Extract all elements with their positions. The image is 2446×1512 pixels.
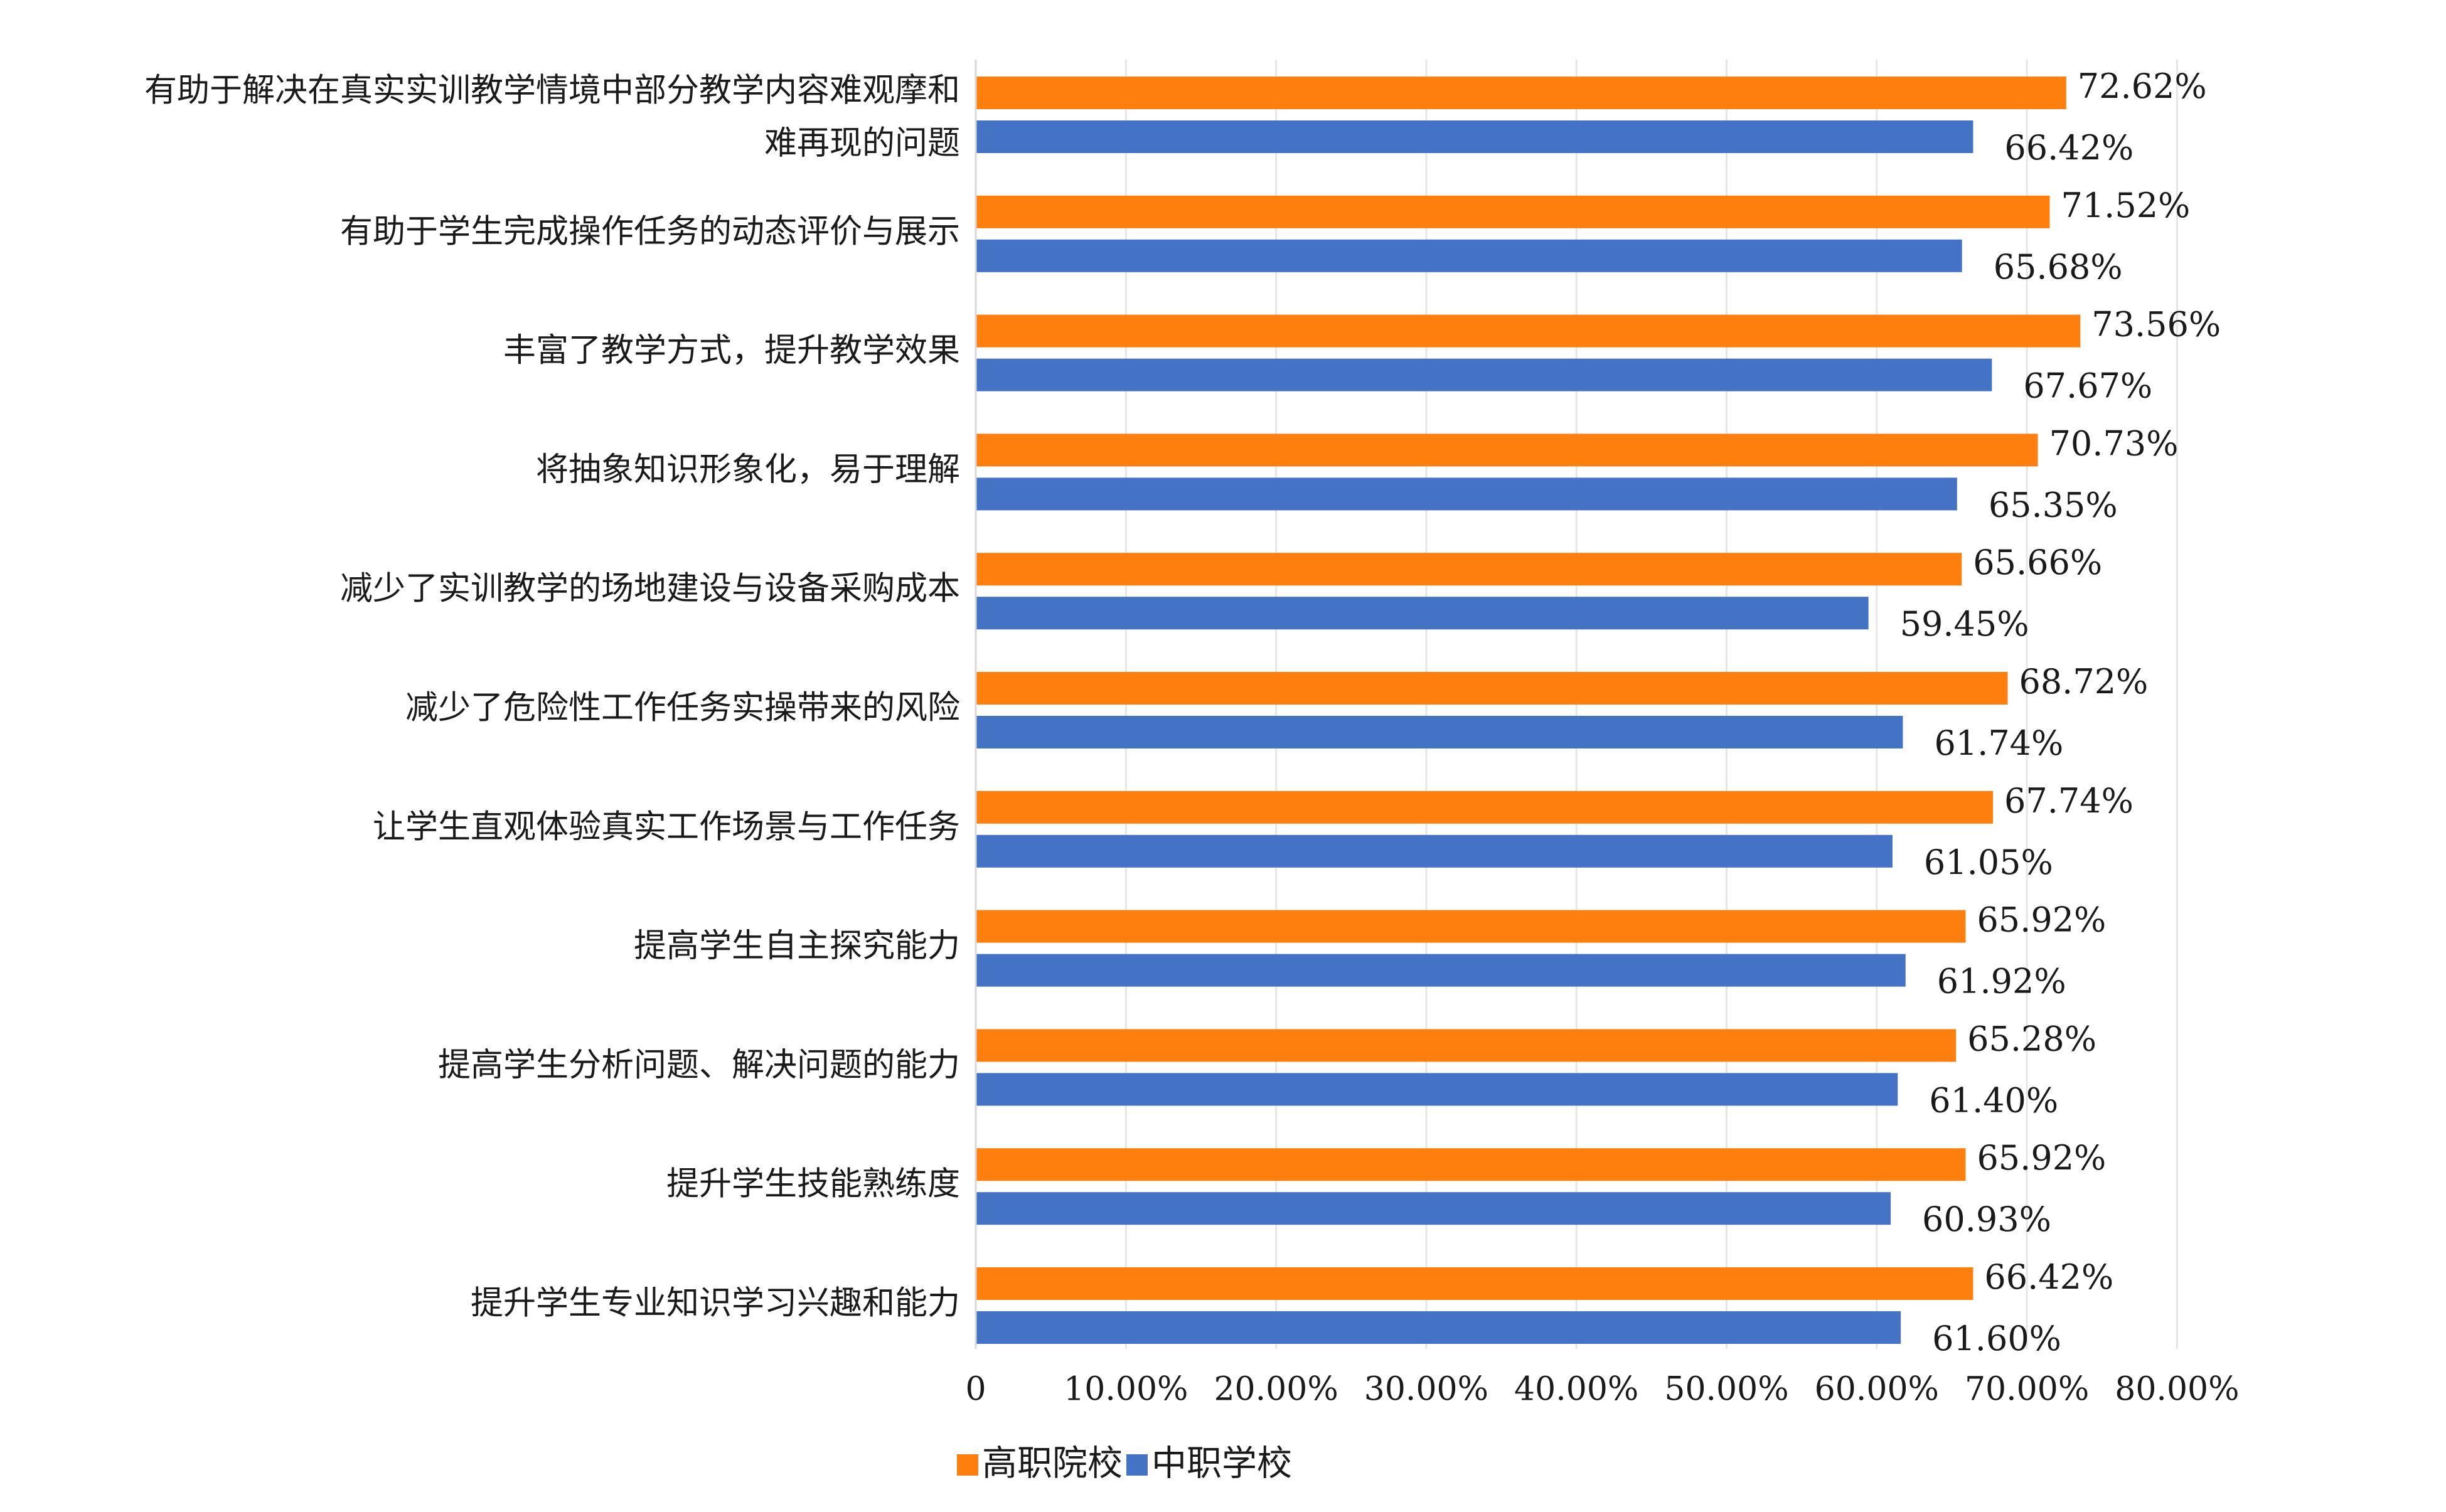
bar-zhongzhi bbox=[976, 954, 1906, 987]
x-tick-label: 80.00% bbox=[2115, 1371, 2239, 1408]
bar-gaozhi bbox=[976, 1267, 1973, 1300]
category-label: 有助于解决在真实实训教学情境中部分教学内容难观摩和 bbox=[144, 72, 960, 110]
bar-zhongzhi bbox=[976, 1073, 1898, 1106]
bar-gaozhi bbox=[976, 1029, 1957, 1062]
data-label: 65.92% bbox=[1977, 900, 2106, 940]
category-label: 让学生直观体验真实工作场景与工作任务 bbox=[373, 808, 960, 846]
data-label: 68.72% bbox=[2019, 662, 2148, 701]
category-label: 将抽象知识形象化，易于理解 bbox=[536, 451, 960, 489]
data-label: 59.45% bbox=[1900, 604, 2029, 644]
x-tick-label: 0 bbox=[965, 1371, 986, 1408]
category-label: 减少了实训教学的场地建设与设备采购成本 bbox=[340, 570, 960, 608]
bar-gaozhi bbox=[976, 672, 2008, 705]
bar-zhongzhi bbox=[976, 1311, 1901, 1344]
data-label: 60.93% bbox=[1922, 1200, 2051, 1239]
x-tick-label: 70.00% bbox=[1965, 1371, 2089, 1408]
legend-label: 中职学校 bbox=[1151, 1444, 1292, 1484]
bar-zhongzhi bbox=[976, 1192, 1891, 1225]
bar-zhongzhi bbox=[976, 716, 1903, 748]
bar-gaozhi bbox=[976, 791, 1994, 824]
data-label: 61.74% bbox=[1934, 723, 2063, 763]
x-tick-label: 60.00% bbox=[1815, 1371, 1939, 1408]
data-label: 73.56% bbox=[2091, 305, 2221, 344]
bar-gaozhi bbox=[976, 314, 2081, 348]
x-tick-label: 50.00% bbox=[1664, 1371, 1788, 1408]
category-labels: 有助于解决在真实实训教学情境中部分教学内容难观摩和难再现的问题有助于学生完成操作… bbox=[144, 72, 960, 1323]
bar-gaozhi bbox=[976, 195, 2050, 228]
category-label: 提升学生技能熟练度 bbox=[666, 1166, 960, 1203]
legend-swatch bbox=[957, 1454, 978, 1476]
data-label: 61.05% bbox=[1924, 843, 2053, 882]
category-label: 提高学生分析问题、解决问题的能力 bbox=[438, 1046, 960, 1084]
x-tick-label: 40.00% bbox=[1514, 1371, 1638, 1408]
data-label: 65.92% bbox=[1977, 1138, 2106, 1178]
x-axis-tick-labels: 0 10.00% 20.00% 30.00% 40.00% 50.00% 60.00% 70.… bbox=[965, 1371, 2239, 1408]
bar-zhongzhi bbox=[976, 358, 1992, 391]
bar-zhongzhi bbox=[976, 834, 1893, 868]
x-tick-label: 20.00% bbox=[1214, 1371, 1338, 1408]
legend-swatch bbox=[1126, 1454, 1148, 1476]
data-label: 72.62% bbox=[2078, 67, 2207, 106]
data-label: 71.52% bbox=[2061, 186, 2190, 225]
bar-gaozhi bbox=[976, 553, 1962, 586]
data-label: 70.73% bbox=[2049, 423, 2179, 463]
bar-gaozhi bbox=[976, 1148, 1966, 1181]
data-label: 65.28% bbox=[1967, 1019, 2096, 1058]
x-tick-label: 10.00% bbox=[1064, 1371, 1188, 1408]
data-label: 65.66% bbox=[1973, 543, 2102, 582]
category-label: 有助于学生完成操作任务的动态评价与展示 bbox=[340, 213, 960, 250]
data-label: 67.67% bbox=[2023, 366, 2152, 406]
bar-gaozhi bbox=[976, 77, 2066, 109]
legend: 高职院校 中职学校 bbox=[957, 1444, 1292, 1484]
data-label: 67.74% bbox=[2004, 781, 2134, 821]
category-label: 难再现的问题 bbox=[764, 125, 960, 162]
bar-zhongzhi bbox=[976, 120, 1973, 153]
data-label: 66.42% bbox=[1984, 1257, 2113, 1297]
bars bbox=[976, 77, 2081, 1344]
bar-gaozhi bbox=[976, 910, 1966, 943]
data-label: 61.60% bbox=[1932, 1319, 2061, 1358]
bar-gaozhi bbox=[976, 434, 2038, 467]
bar-zhongzhi bbox=[976, 477, 1957, 511]
data-label: 65.68% bbox=[1994, 247, 2123, 287]
bar-zhongzhi bbox=[976, 239, 1962, 272]
data-label: 65.35% bbox=[1989, 485, 2118, 524]
bar-zhongzhi bbox=[976, 597, 1869, 630]
category-label: 提高学生自主探究能力 bbox=[634, 927, 960, 965]
category-label: 丰富了教学方式，提升教学效果 bbox=[503, 332, 960, 370]
value-labels: 72.62% 66.42% 71.52% 65.68% 73.56% 67.67% 70.7… bbox=[1900, 67, 2221, 1358]
data-label: 61.92% bbox=[1937, 962, 2066, 1001]
x-tick-label: 30.00% bbox=[1364, 1371, 1488, 1408]
data-label: 61.40% bbox=[1929, 1080, 2058, 1120]
data-label: 66.42% bbox=[2004, 128, 2134, 168]
category-label: 减少了危险性工作任务实操带来的风险 bbox=[405, 689, 960, 727]
category-label: 提升学生专业知识学习兴趣和能力 bbox=[471, 1285, 960, 1323]
legend-label: 高职院校 bbox=[982, 1444, 1123, 1484]
